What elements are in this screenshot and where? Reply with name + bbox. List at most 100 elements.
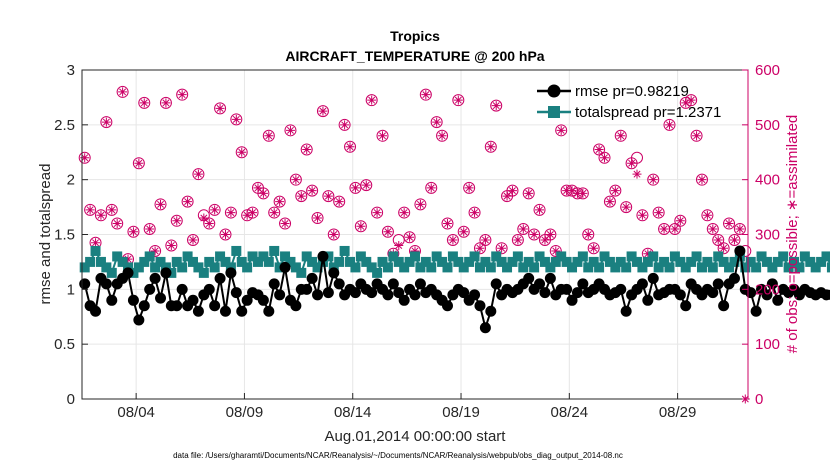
obs-possible-marker xyxy=(306,184,319,197)
totalspread-point xyxy=(171,256,182,267)
obs-assimilated-marker xyxy=(361,180,371,190)
obs-possible-marker xyxy=(159,96,172,109)
totalspread-point xyxy=(496,256,507,267)
plot-series xyxy=(78,85,830,404)
obs-possible-marker xyxy=(295,190,308,203)
obs-possible-marker xyxy=(652,206,665,219)
rmse-point xyxy=(90,305,102,317)
obs-assimilated-marker xyxy=(432,117,442,127)
obs-assimilated-marker xyxy=(107,205,117,215)
totalspread-point xyxy=(144,251,155,262)
obs-assimilated-marker xyxy=(285,125,295,135)
obs-assimilated-marker xyxy=(150,246,160,256)
rmse-point xyxy=(160,267,172,279)
obs-assimilated-marker xyxy=(226,208,236,218)
obs-assimilated-marker xyxy=(567,186,577,196)
obs-possible-marker xyxy=(490,99,503,112)
obs-assimilated-marker xyxy=(318,106,328,116)
totalspread-point xyxy=(686,256,697,267)
totalspread-point xyxy=(263,256,274,267)
y-axis-label: rmse and totalspread xyxy=(37,164,54,305)
rmse-point xyxy=(328,267,340,279)
obs-assimilated-marker xyxy=(356,221,366,231)
totalspread-point xyxy=(502,262,513,273)
obs-possible-marker xyxy=(311,212,324,225)
obs-assimilated-marker xyxy=(535,205,545,215)
obs-assimilated-marker xyxy=(399,208,409,218)
obs-assimilated-marker xyxy=(502,191,512,201)
obs-assimilated-marker xyxy=(123,254,133,264)
rmse-point xyxy=(534,278,546,290)
rmse-point xyxy=(571,287,583,299)
obs-assimilated-marker xyxy=(697,175,707,185)
obs-possible-marker xyxy=(733,223,746,236)
totalspread-point xyxy=(583,262,594,273)
obs-possible-marker xyxy=(219,228,232,241)
totalspread-point xyxy=(567,262,578,273)
obs-possible-marker xyxy=(446,233,459,246)
obs-possible-marker xyxy=(381,225,394,238)
totalspread-point xyxy=(534,251,545,262)
obs-assimilated-marker xyxy=(166,240,176,250)
totalspread-point xyxy=(588,256,599,267)
totalspread-point xyxy=(696,262,707,273)
obs-possible-marker xyxy=(436,129,449,142)
obs-possible-marker xyxy=(230,113,243,126)
obs-assimilated-marker xyxy=(264,131,274,141)
obs-assimilated-marker xyxy=(80,153,90,163)
obs-possible-marker xyxy=(717,242,730,255)
totalspread-point xyxy=(410,251,420,262)
y-tick-label: 0.5 xyxy=(54,336,75,353)
totalspread-point xyxy=(269,245,280,256)
obs-possible-marker xyxy=(165,239,178,252)
obs-assimilated-marker xyxy=(729,235,739,245)
obs-assimilated-marker xyxy=(605,197,615,207)
rmse-point xyxy=(539,287,551,299)
rmse-point xyxy=(241,294,253,306)
chart-subtitle: AIRCRAFT_TEMPERATURE @ 200 hPa xyxy=(285,48,544,64)
obs-possible-marker xyxy=(593,143,606,156)
rmse-point xyxy=(566,294,578,306)
obs-possible-marker xyxy=(631,151,643,164)
rmse-point xyxy=(155,292,167,304)
y-tick-label: 2 xyxy=(67,172,75,189)
obs-possible-marker xyxy=(555,124,568,137)
totalspread-point xyxy=(247,251,258,262)
obs-assimilated-marker xyxy=(350,183,360,193)
obs-assimilated-marker xyxy=(616,131,626,141)
rmse-point xyxy=(680,300,692,312)
totalspread-point xyxy=(816,256,827,267)
obs-possible-marker xyxy=(187,233,199,246)
totalspread-point xyxy=(632,256,642,267)
rmse-point xyxy=(761,289,773,301)
y-right-tick-label: 200 xyxy=(755,281,780,298)
obs-possible-marker xyxy=(609,184,622,197)
obs-assimilated-marker xyxy=(421,90,431,100)
obs-assimilated-marker xyxy=(91,238,101,248)
rmse-point xyxy=(225,267,237,279)
obs-possible-marker xyxy=(663,118,676,131)
totalspread-point xyxy=(464,256,475,267)
obs-assimilated-marker xyxy=(735,224,745,234)
totalspread-point xyxy=(642,256,653,267)
obs-assimilated-marker xyxy=(524,188,534,198)
obs-assimilated-marker xyxy=(442,219,452,229)
obs-possible-marker xyxy=(203,217,216,230)
obs-assimilated-marker xyxy=(199,213,209,223)
totalspread-point xyxy=(290,262,301,273)
x-tick-label: 08/14 xyxy=(334,404,372,421)
legend-totalspread-marker xyxy=(548,106,560,118)
obs-possible-marker xyxy=(289,173,302,186)
rmse-point xyxy=(306,272,318,284)
totalspread-point xyxy=(296,267,307,278)
obs-assimilated-marker xyxy=(372,208,382,218)
obs-assimilated-marker xyxy=(692,131,702,141)
obs-assimilated-marker xyxy=(291,175,301,185)
obs-possible-marker xyxy=(544,228,557,241)
rmse-point xyxy=(349,287,361,299)
obs-assimilated-marker xyxy=(258,188,268,198)
legend: rmse pr=0.98219 totalspread pr=1.2371 xyxy=(537,83,721,121)
obs-assimilated-marker xyxy=(551,246,561,256)
totalspread-point xyxy=(252,256,263,267)
obs-assimilated-marker xyxy=(664,120,674,130)
